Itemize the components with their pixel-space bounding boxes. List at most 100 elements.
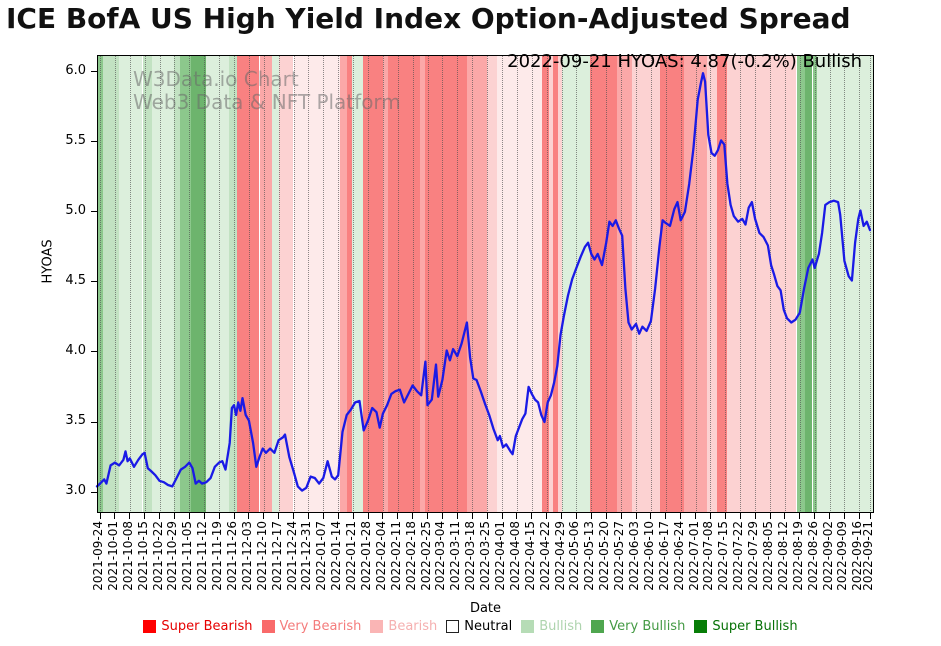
hyoas-line-svg <box>95 72 872 492</box>
gridline <box>606 55 608 513</box>
y-tick-label: 5.5 <box>65 132 86 148</box>
gridline <box>740 55 742 513</box>
x-tick-mark <box>233 513 235 519</box>
x-tick-mark <box>278 513 280 519</box>
x-tick-label: 2022-09-21 <box>861 521 875 591</box>
x-tick-mark <box>680 513 682 519</box>
x-tick-label: 2022-04-01 <box>493 521 507 591</box>
gridline <box>234 55 235 513</box>
x-tick-label: 2022-09-02 <box>820 521 835 591</box>
x-tick-mark <box>129 513 131 519</box>
x-tick-label: 2022-08-05 <box>761 521 775 591</box>
x-tick-mark <box>263 513 265 519</box>
x-tick-mark <box>337 513 339 519</box>
gridline <box>144 55 146 513</box>
x-tick-mark <box>322 513 324 519</box>
x-tick-mark <box>531 513 533 519</box>
x-tick-mark <box>605 513 607 519</box>
y-tick-mark <box>91 141 97 143</box>
sentiment-band <box>553 55 559 513</box>
gridline <box>382 55 384 513</box>
gridline <box>100 55 101 513</box>
x-tick-mark <box>695 513 696 519</box>
x-tick-label: 2021-10-15 <box>135 521 150 591</box>
legend-item-bearish: Bearish <box>370 619 437 634</box>
x-tick-mark <box>709 513 711 519</box>
gridline <box>397 55 399 513</box>
sentiment-band <box>805 55 813 513</box>
gridline <box>870 55 871 513</box>
sentiment-band <box>548 55 554 513</box>
gridline <box>472 55 474 513</box>
gridline <box>665 55 667 513</box>
x-tick-mark <box>739 513 741 519</box>
x-tick-label: 2021-09-24 <box>91 521 105 591</box>
sentiment-band <box>420 55 426 513</box>
gridline <box>755 55 757 513</box>
gridline <box>368 55 369 513</box>
sentiment-band <box>293 55 341 513</box>
gridline <box>263 55 265 513</box>
gridline <box>457 55 459 513</box>
y-tick-label: 5.0 <box>65 202 86 218</box>
y-tick-mark <box>91 351 97 353</box>
x-tick-label: 2022-02-11 <box>388 521 403 591</box>
x-tick-mark <box>665 513 667 519</box>
gridline <box>725 55 727 513</box>
watermark-line2: Web3 Data & NFT Platform <box>133 90 401 114</box>
x-tick-mark <box>307 513 309 519</box>
sentiment-band <box>590 55 617 513</box>
sentiment-band <box>683 55 708 513</box>
x-tick-mark <box>829 513 830 519</box>
chart-title: ICE BofA US High Yield Index Option-Adju… <box>6 2 851 35</box>
legend-item-very-bullish: Very Bullish <box>591 619 685 634</box>
gridline <box>621 55 623 513</box>
x-tick-mark <box>427 513 428 519</box>
gridline <box>308 55 310 513</box>
x-tick-label: 2022-02-18 <box>403 521 418 591</box>
legend-label: Super Bearish <box>161 619 253 634</box>
x-tick-label: 2022-05-27 <box>612 521 627 591</box>
x-tick-mark <box>352 513 354 519</box>
x-tick-mark <box>159 513 160 519</box>
gridline <box>412 55 414 513</box>
x-tick-label: 2022-02-25 <box>418 521 433 591</box>
x-tick-mark <box>590 513 592 519</box>
gridline <box>353 55 355 513</box>
gridline <box>531 55 533 513</box>
x-tick-label: 2022-06-03 <box>627 521 641 591</box>
x-tick-label: 2022-08-12 <box>775 521 790 591</box>
x-tick-label: 2021-11-12 <box>195 521 210 591</box>
sentiment-band <box>558 55 562 513</box>
x-tick-mark <box>546 513 548 519</box>
gridline <box>323 55 325 513</box>
x-tick-mark <box>412 513 414 519</box>
x-tick-label: 2022-07-29 <box>746 521 761 591</box>
sentiment-band <box>346 55 352 513</box>
gridlines-layer <box>97 55 874 513</box>
gridline <box>502 55 503 513</box>
x-tick-mark <box>367 513 369 519</box>
legend-swatch <box>143 620 157 633</box>
legend-item-super-bullish: Super Bullish <box>694 619 798 634</box>
sentiment-band <box>561 55 591 513</box>
x-tick-mark <box>456 513 458 519</box>
gridline <box>427 55 429 513</box>
x-tick-label: 2021-11-26 <box>225 521 239 591</box>
legend-label: Very Bearish <box>279 619 362 634</box>
x-tick-label: 2022-05-13 <box>582 521 597 591</box>
legend-label: Bearish <box>388 619 438 634</box>
y-tick-mark <box>91 71 97 73</box>
legend-label: Super Bullish <box>712 619 798 634</box>
legend-swatch <box>370 620 384 633</box>
gridline <box>561 55 563 513</box>
x-tick-mark <box>397 513 399 519</box>
gridline <box>338 55 340 513</box>
x-tick-label: 2022-01-28 <box>359 521 373 591</box>
legend-swatch <box>694 620 708 633</box>
x-tick-mark <box>144 513 146 519</box>
sentiment-band <box>259 55 273 513</box>
gridline <box>278 55 280 513</box>
x-tick-mark <box>516 513 518 519</box>
